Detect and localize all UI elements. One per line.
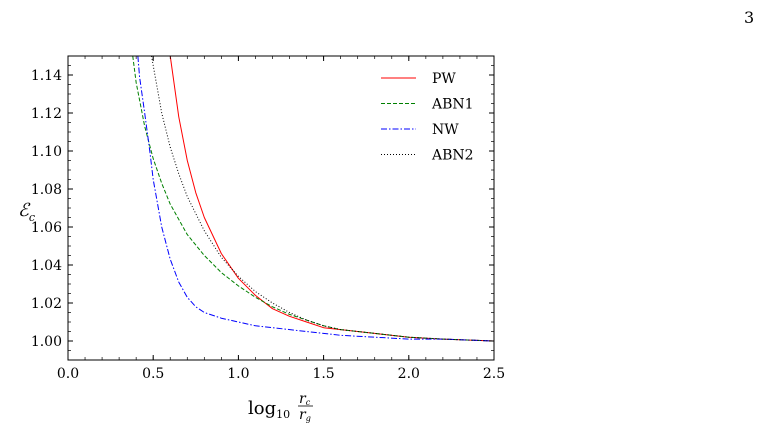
y-tick-label: 1.00: [31, 334, 62, 350]
x-tick-label: 1.0: [227, 366, 249, 382]
series-layer: [132, 56, 494, 342]
x-tick-label: 1.5: [312, 366, 334, 382]
y-tick-label: 1.02: [31, 296, 62, 312]
legend-label-abn2: ABN2: [431, 148, 474, 164]
y-tick-label: 1.08: [31, 182, 62, 198]
y-tick-label: 1.06: [31, 220, 62, 236]
y-tick-label: 1.04: [31, 258, 62, 274]
page-number: 3: [744, 8, 755, 27]
y-axis-label: ℰc: [18, 200, 35, 224]
svg-text:rg: rg: [299, 407, 311, 423]
series-line-pw: [169, 56, 494, 342]
series-line-nw: [137, 56, 494, 342]
plot-frame: [67, 55, 495, 361]
y-tick-label: 1.10: [31, 144, 62, 160]
svg-text:rc: rc: [299, 391, 311, 407]
legend-label-pw: PW: [432, 71, 456, 87]
x-axis: 0.0 0.5 1.0 1.5 2.0 2.5: [57, 56, 505, 382]
legend-label-abn1: ABN1: [431, 97, 474, 113]
x-tick-label: 2.0: [398, 366, 420, 382]
legend: PW ABN1 NW ABN2: [381, 71, 474, 164]
x-tick-label: 0.5: [142, 366, 164, 382]
y-axis: 1.00 1.02 1.04 1.06 1.08 1.10 1.12 1.14: [31, 55, 494, 361]
series-line-abn1: [132, 56, 494, 342]
series-line-abn2: [151, 56, 494, 342]
x-tick-label: 0.0: [57, 366, 79, 382]
x-tick-label: 2.5: [483, 366, 505, 382]
legend-label-nw: NW: [432, 122, 459, 138]
x-axis-label: log10 rc rg: [248, 391, 313, 423]
svg-text:log10: log10: [248, 398, 290, 421]
y-tick-label: 1.14: [31, 68, 62, 84]
y-tick-label: 1.12: [31, 106, 62, 122]
